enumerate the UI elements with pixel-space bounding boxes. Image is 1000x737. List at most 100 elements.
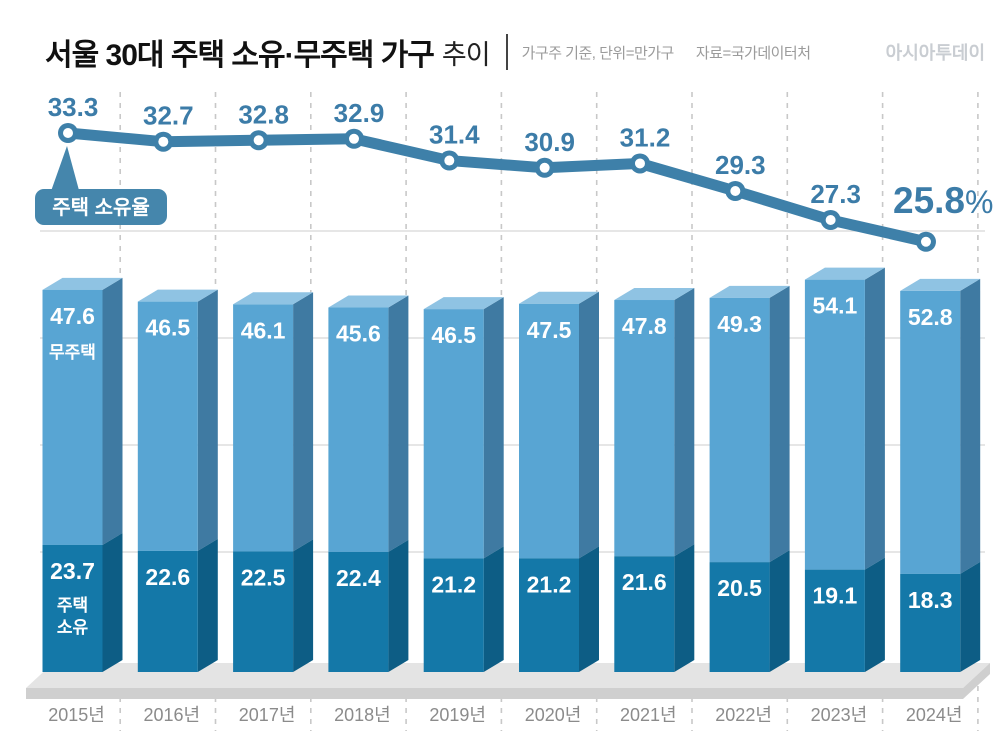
bar-front-owned [328, 551, 389, 672]
bar-front-no-house [137, 301, 198, 551]
bar-side-no-house [674, 288, 695, 557]
no-house-value-label: 46.1 [241, 317, 286, 343]
bar-side-no-house [483, 297, 504, 559]
line-point-hole [730, 186, 741, 196]
infographic-header: 서울 30대 주택 소유·무주택 가구 추이 가구주 기준, 단위=만가구 자료… [45, 26, 985, 78]
rate-value-label: 30.9 [524, 127, 575, 157]
bar-column: 47.8 21.6 [614, 288, 695, 672]
bar-front-no-house [328, 307, 389, 552]
bar-front-owned [233, 551, 294, 672]
bar-front-no-house [42, 289, 103, 545]
bar-side-owned [864, 557, 885, 672]
chart-subtitle: 가구주 기준, 단위=만가구 [521, 44, 675, 62]
no-house-value-label: 45.6 [336, 321, 381, 347]
line-point-hole [253, 135, 264, 146]
line-point-hole [348, 133, 359, 144]
bar-front-owned [423, 558, 484, 672]
rate-value-label: 32.8 [238, 99, 289, 129]
bar-front-owned [42, 544, 103, 672]
bar-front-owned [137, 550, 198, 672]
rate-value-label: 32.7 [143, 101, 194, 131]
year-label: 2021년 [620, 705, 677, 725]
rate-value-label: 29.3 [715, 150, 766, 180]
bar-side-no-house [388, 295, 409, 552]
bar-side-owned [769, 550, 790, 672]
line-point-hole [825, 215, 836, 225]
no-house-value-label: 47.5 [527, 317, 572, 343]
year-label: 2024년 [906, 705, 963, 725]
rate-value-label: 31.2 [620, 122, 671, 152]
bar-top-face [519, 291, 599, 304]
callout-label: 주택 소유율 [52, 196, 150, 219]
bar-side-owned [102, 532, 123, 672]
bar-side-no-house [960, 278, 981, 574]
bar-front-no-house [614, 300, 675, 557]
bar-top-face [233, 292, 314, 305]
platform-front-face [26, 688, 963, 699]
owned-value-label: 18.3 [908, 587, 953, 613]
bar-front-no-house [233, 304, 294, 552]
owned-value-label: 22.5 [241, 564, 286, 590]
rate-last-value-label: 25.8% [893, 180, 993, 221]
owned-value-label: 21.2 [527, 571, 572, 597]
page-title: 서울 30대 주택 소유·무주택 가구 [45, 39, 435, 72]
bar-top-face [137, 289, 218, 302]
title-divider [505, 34, 508, 70]
bar-side-no-house [769, 285, 790, 563]
owned-segment-label-line1: 주택 [57, 596, 88, 615]
owned-segment-label-line2: 소유 [57, 618, 89, 637]
owned-value-label: 19.1 [813, 583, 858, 609]
year-label: 2022년 [715, 705, 772, 725]
line-series-callout: 주택 소유율 [35, 146, 167, 225]
bar-column: 54.1 19.1 [804, 267, 885, 672]
bar-side-owned [674, 544, 695, 672]
page-title-suffix: 추이 [441, 39, 491, 70]
rate-value-label: 31.4 [429, 120, 480, 150]
owned-value-label: 22.4 [336, 565, 381, 591]
callout-tail [50, 146, 80, 194]
bar-column: 46.5 22.6 [137, 289, 218, 672]
bar-side-no-house [293, 292, 314, 552]
year-label: 2016년 [143, 705, 200, 725]
publisher-logo: 아시아투데이 [885, 43, 985, 63]
owned-value-label: 21.2 [431, 571, 476, 597]
bar-side-no-house [197, 289, 218, 551]
bar-side-no-house [102, 277, 123, 545]
bar-side-no-house [864, 267, 885, 570]
line-point-hole [634, 158, 645, 169]
bar-side-owned [293, 539, 314, 672]
bar-front-no-house [519, 303, 579, 559]
bar-front-owned [614, 556, 675, 672]
line-point-hole [444, 155, 455, 166]
no-house-value-label: 49.3 [717, 311, 762, 337]
bar-top-face [423, 297, 504, 310]
rate-value-label: 33.3 [48, 92, 99, 122]
bar-front-no-house [423, 309, 484, 559]
bar-side-owned [960, 561, 981, 672]
owned-value-label: 22.6 [145, 564, 190, 590]
bar-column: 47.5 21.2 [519, 291, 599, 672]
no-house-value-label: 47.6 [50, 303, 95, 329]
rate-value-label: 27.3 [810, 179, 861, 209]
bar-top-face [42, 277, 123, 290]
bar-side-owned [483, 546, 504, 672]
bar-column: 46.5 21.2 [423, 297, 504, 672]
data-source-label: 자료=국가데이터처 [695, 44, 811, 62]
year-label: 2017년 [239, 705, 296, 725]
bar-side-owned [197, 538, 218, 672]
no-house-value-label: 54.1 [813, 293, 858, 319]
bar-column: 46.1 22.5 [233, 292, 314, 672]
year-label: 2020년 [525, 705, 582, 725]
rate-value-label: 32.9 [334, 98, 385, 128]
bar-top-face [709, 285, 790, 298]
bar-front-no-house [900, 290, 961, 574]
bar-front-no-house [709, 297, 770, 563]
year-label: 2018년 [334, 705, 391, 725]
year-label: 2015년 [48, 705, 105, 725]
bars: 47.623.7무주택주택소유46.522.646.122.545.622.44… [42, 267, 981, 672]
owned-value-label: 23.7 [50, 558, 95, 584]
callout-bubble [35, 189, 167, 225]
bar-top-face [328, 295, 409, 308]
line-point-hole [63, 128, 73, 138]
